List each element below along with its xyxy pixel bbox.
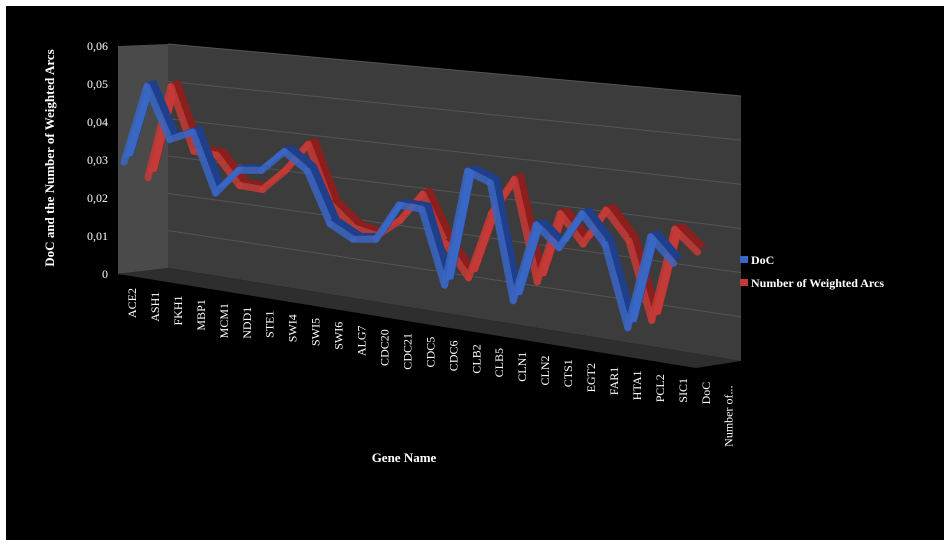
x-tick-label: PCL2 [653,374,667,402]
legend-label-weighted-arcs: Number of Weighted Arcs [751,276,884,290]
doc-line-segment [441,167,471,289]
weighted-arcs-line-segment [671,225,702,256]
weighted-arcs-line-segment [602,206,633,244]
x-tick-label: ASH1 [148,292,162,322]
doc-line-segment [143,82,174,144]
x-tick-label: Number of... [722,386,736,447]
x-tick-label: FAR1 [607,367,621,395]
doc-line-segment [418,205,449,289]
back-wall [168,44,741,361]
ribbon-line-chart: 0 0,01 0,02 0,03 0,04 0,05 0,06 ACE2 ASH1 FKH1 MB… [42,39,884,465]
x-tick-label: SWI4 [286,314,300,342]
x-tick-label: CTS1 [561,359,575,387]
doc-line-segment [372,201,403,243]
weighted-arcs-line-segment [167,83,198,155]
weighted-arcs-line-segment [465,209,495,282]
legend-swatch-weighted-arcs [740,279,748,286]
doc-line-segment [624,233,655,332]
doc-line-segment [212,166,242,197]
doc-line-segment [555,210,586,252]
weighted-arcs-line-segment [236,182,266,193]
doc-line-segment [647,233,678,267]
y-tick-label: 0,03 [87,153,108,167]
x-tick-label: FKH1 [171,296,185,326]
x-tick-label: CDC5 [423,337,437,368]
x-tick-label: CLB2 [469,344,483,373]
x-tick-label: HTA1 [630,371,644,401]
legend-swatch-doc [740,256,748,263]
weighted-arcs-line-segment [533,210,564,286]
x-tick-label: CLN2 [538,356,552,386]
doc-line-segment [166,128,197,144]
y-tick-label: 0 [102,267,108,281]
doc-line-segment [578,210,609,248]
weighted-arcs-line-segment [259,167,289,193]
gridline [167,118,742,185]
y-tick-label: 0,02 [87,191,108,205]
x-tick-label: CLN1 [515,352,529,382]
x-tick-label: NDD1 [240,307,254,339]
x-axis-title: Gene Name [372,450,437,465]
y-axis-ticks: 0 0,01 0,02 0,03 0,04 0,05 0,06 [87,39,108,281]
chart-background: 0 0,01 0,02 0,03 0,04 0,05 0,06 ACE2 ASH1 FKH1 MB… [6,6,944,540]
doc-line-segment [120,82,151,166]
x-tick-label: STE1 [263,311,277,338]
doc-line-segment [464,167,494,187]
y-tick-label: 0,04 [87,115,108,129]
x-tick-label: SIC1 [676,378,690,403]
y-tick-label: 0,06 [87,39,108,53]
weighted-arcs-line-segment [144,83,175,182]
weighted-arcs-line-segment [510,175,541,286]
x-tick-label: EGT2 [584,363,598,392]
doc-line-segment [532,221,563,252]
weighted-arcs-line-segment [213,151,244,190]
x-tick-label: MBP1 [194,299,208,330]
x-tick-label: SWI5 [309,318,323,346]
doc-line-segment [486,179,517,305]
y-axis-title: DoC and the Number of Weighted Arcs [42,49,57,266]
legend-label-doc: DoC [751,253,774,267]
doc-line-segment [257,148,288,174]
x-tick-label: CLB5 [492,348,506,377]
doc-line-segment [395,201,426,213]
x-axis-ticks: ACE2 ASH1 FKH1 MBP1 MCM1 NDD1 STE1 SWI4 SWI5 SWI6… [125,288,736,447]
legend: DoC Number of Weighted Arcs [740,253,884,290]
doc-line-segment [280,148,311,175]
y-tick-label: 0,01 [87,229,108,243]
doc-line-segment [601,240,632,332]
doc-line-segment [509,221,540,305]
gridline [167,80,742,141]
x-tick-label: CDC21 [400,333,414,370]
doc-line-segment [189,128,220,197]
x-tick-label: CDC20 [377,329,391,366]
chart-walls [118,44,741,368]
x-tick-label: ALG7 [355,326,369,357]
data-ribbons [120,79,708,332]
x-tick-label: DoC [699,382,713,405]
x-tick-label: CDC6 [446,341,460,372]
doc-line-segment [326,220,357,243]
gridline [167,43,742,97]
x-tick-label: MCM1 [217,303,231,338]
y-tick-label: 0,05 [87,77,108,91]
floor [118,268,741,368]
x-tick-label: ACE2 [125,288,139,318]
doc-line-segment [303,167,334,228]
x-tick-label: SWI6 [332,322,346,350]
